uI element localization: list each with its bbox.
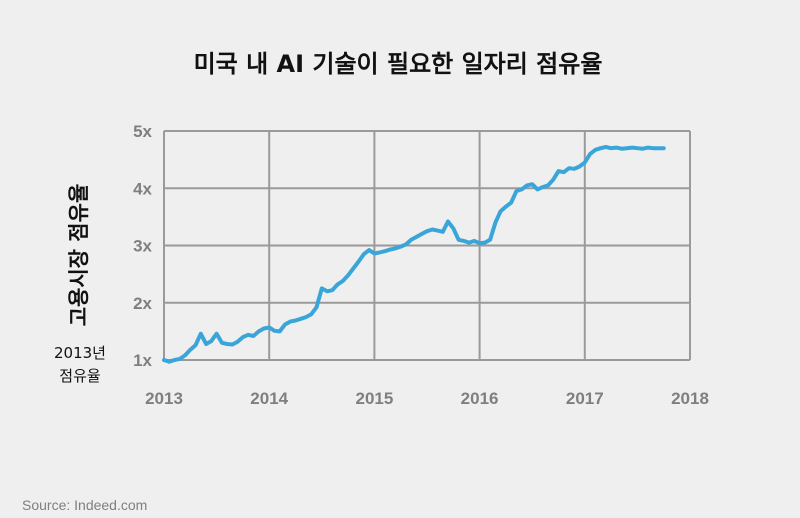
- source-note: Source: Indeed.com: [22, 497, 147, 513]
- x-tick-label: 2017: [566, 389, 604, 408]
- x-tick-label: 2018: [671, 389, 709, 408]
- y-tick-label: 3x: [133, 237, 152, 256]
- x-tick-label: 2016: [461, 389, 499, 408]
- axes: 2013 2014 2015 2016 2017 2018 1x 2x 3x 4x 5x: [133, 122, 709, 408]
- baseline-note-line2: 점유율: [59, 367, 100, 385]
- series-line: [162, 145, 666, 364]
- chart-title: 미국 내 AI 기술이 필요한 일자리 점유율: [194, 50, 603, 78]
- y-tick-label: 1x: [133, 351, 152, 370]
- x-tick-label: 2013: [145, 389, 183, 408]
- x-tick-label: 2015: [355, 389, 393, 408]
- x-tick-label: 2014: [250, 389, 288, 408]
- series-layer: [162, 145, 666, 364]
- y-axis-label: 고용시장 점유율: [67, 184, 91, 327]
- y-tick-label: 4x: [133, 179, 152, 198]
- baseline-note-line1: 2013년: [54, 344, 106, 362]
- grid: [163, 130, 691, 361]
- y-tick-label: 5x: [133, 122, 152, 141]
- y-tick-label: 2x: [133, 294, 152, 313]
